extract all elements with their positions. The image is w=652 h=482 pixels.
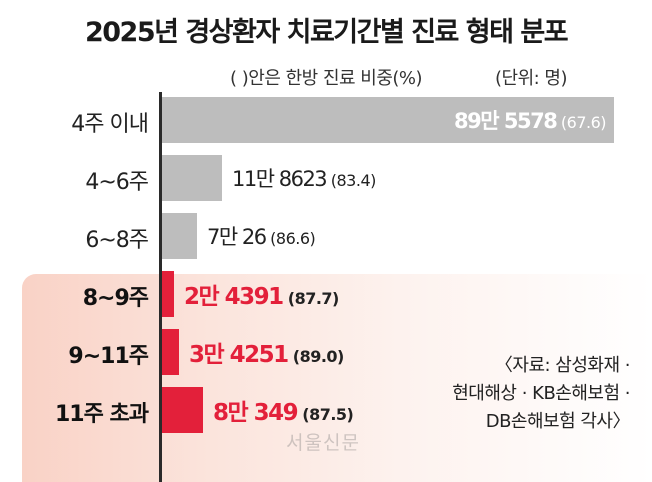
value-label: 2만 4391	[184, 284, 284, 310]
share-label: (67.6)	[556, 113, 607, 132]
unit-note: (단위: 명)	[495, 68, 568, 89]
share-label: (83.4)	[326, 171, 377, 190]
data-label: 7만 26 (86.6)	[207, 221, 316, 251]
source-line: DB손해보험 각사〉	[485, 411, 631, 432]
share-label: (89.0)	[287, 347, 345, 366]
bar	[162, 271, 174, 317]
bar	[162, 387, 203, 433]
share-label: (87.7)	[282, 289, 340, 308]
data-label: 2만 4391 (87.7)	[184, 277, 339, 311]
category-label: 4~6주	[85, 170, 149, 195]
source-line: 〈자료: 삼성화재 ·	[494, 355, 631, 376]
data-label: 89만 5578 (67.6)	[454, 105, 607, 135]
chart-title: 2025년 경상환자 치료기간별 진료 형태 분포	[84, 17, 569, 48]
data-label: 11만 8623 (83.4)	[232, 163, 376, 193]
bar	[162, 97, 614, 143]
category-label: 4주 이내	[71, 112, 149, 137]
category-label: 8~9주	[82, 286, 149, 311]
share-label: (86.6)	[265, 229, 316, 248]
parenthesis-note: ( )안은 한방 진료 비중(%)	[230, 68, 423, 89]
value-label: 89만 5578	[454, 109, 558, 133]
source-note: 〈자료: 삼성화재 · 현대해상 · KB손해보험 · DB손해보험 각사〉	[452, 352, 630, 436]
category-label: 6~8주	[85, 228, 149, 253]
watermark: 서울신문	[286, 432, 360, 454]
bar	[162, 155, 222, 201]
category-label: 9~11주	[68, 344, 149, 369]
category-label: 11주 초과	[55, 402, 149, 427]
share-label: (87.5)	[297, 405, 354, 424]
data-label: 3만 4251 (89.0)	[189, 335, 344, 369]
bar	[162, 213, 197, 259]
category-axis-line	[159, 92, 162, 482]
value-label: 7만 26	[207, 225, 267, 249]
value-label: 8만 349	[213, 400, 299, 426]
highlight-region	[22, 274, 652, 482]
value-label: 3만 4251	[189, 342, 289, 368]
value-label: 11만 8623	[232, 167, 328, 191]
source-line: 현대해상 · KB손해보험 ·	[452, 383, 630, 404]
data-label: 8만 349 (87.5)	[213, 393, 354, 427]
bar	[162, 329, 179, 375]
